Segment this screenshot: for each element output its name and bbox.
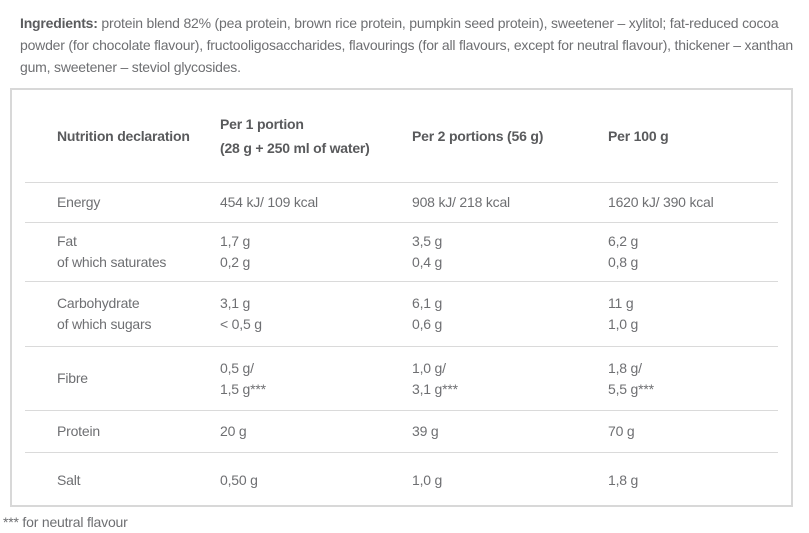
value-per-1-portion: 454 kJ/ 109 kcal — [220, 183, 412, 222]
row-sublabel: of which saturates — [57, 254, 167, 270]
table-row-fibre: Fibre 0,5 g/ 1,5 g*** 1,0 g/ 3,1 g*** 1,… — [25, 347, 778, 411]
value-per-100-g: 1,8 g/ 5,5 g*** — [608, 347, 778, 410]
row-label-cell: Fibre — [25, 347, 220, 410]
value-per-100-g: 70 g — [608, 411, 778, 452]
ingredients-label: Ingredients: — [20, 15, 98, 31]
header-per-100-g: Per 100 g — [608, 90, 778, 182]
value-per-1-portion: 0,50 g — [220, 453, 412, 507]
value: 3,5 g — [412, 233, 443, 249]
table-row-fat: Fat of which saturates 1,7 g 0,2 g 3,5 g… — [25, 223, 778, 282]
nutrition-table-header-row: Nutrition declaration Per 1 portion (28 … — [25, 90, 778, 183]
footnote: *** for neutral flavour — [3, 514, 128, 530]
value: 5,5 g*** — [608, 380, 654, 397]
value: 1620 kJ/ 390 kcal — [608, 194, 714, 210]
value: 20 g — [220, 423, 247, 439]
value-per-100-g: 1620 kJ/ 390 kcal — [608, 183, 778, 222]
header-label: Nutrition declaration — [57, 128, 190, 144]
ingredients-paragraph: Ingredients: protein blend 82% (pea prot… — [20, 12, 795, 78]
value: 1,8 g — [608, 471, 639, 488]
value: < 0,5 g — [220, 316, 262, 332]
value-per-2-portions: 908 kJ/ 218 kcal — [412, 183, 608, 222]
value: 908 kJ/ 218 kcal — [412, 194, 510, 210]
row-label: Fat — [57, 233, 77, 249]
row-label-cell: Salt — [25, 453, 220, 507]
header-label-line2: (28 g + 250 ml of water) — [220, 140, 370, 156]
value: 1,0 g/ — [412, 359, 446, 376]
header-nutrition-declaration: Nutrition declaration — [25, 90, 220, 182]
value-per-2-portions: 6,1 g 0,6 g — [412, 282, 608, 346]
value: 3,1 g*** — [412, 380, 458, 397]
row-label: Fibre — [57, 370, 88, 386]
value: 1,0 g — [412, 471, 443, 488]
value-per-1-portion: 3,1 g < 0,5 g — [220, 282, 412, 346]
header-label: Per 2 portions (56 g) — [412, 128, 544, 144]
value: 454 kJ/ 109 kcal — [220, 194, 318, 210]
header-per-2-portions: Per 2 portions (56 g) — [412, 90, 608, 182]
row-label-cell: Fat of which saturates — [25, 223, 220, 281]
value: 1,5 g*** — [220, 380, 266, 397]
value: 0,8 g — [608, 254, 639, 270]
value: 6,1 g — [412, 295, 443, 311]
row-label-cell: Carbohydrate of which sugars — [25, 282, 220, 346]
value-per-100-g: 6,2 g 0,8 g — [608, 223, 778, 281]
row-label-cell: Energy — [25, 183, 220, 222]
table-row-protein: Protein 20 g 39 g 70 g — [25, 411, 778, 453]
value: 3,1 g — [220, 295, 251, 311]
table-row-energy: Energy 454 kJ/ 109 kcal 908 kJ/ 218 kcal… — [25, 183, 778, 223]
ingredients-text: protein blend 82% (pea protein, brown ri… — [20, 15, 793, 75]
value-per-2-portions: 3,5 g 0,4 g — [412, 223, 608, 281]
value-per-1-portion: 0,5 g/ 1,5 g*** — [220, 347, 412, 410]
value: 70 g — [608, 423, 635, 439]
row-label: Salt — [57, 471, 81, 488]
header-label: Per 100 g — [608, 128, 669, 144]
value: 1,0 g — [608, 316, 639, 332]
value: 0,6 g — [412, 316, 443, 332]
row-label: Energy — [57, 194, 101, 210]
row-label: Protein — [57, 423, 100, 439]
row-sublabel: of which sugars — [57, 316, 152, 332]
table-row-salt: Salt 0,50 g 1,0 g 1,8 g — [25, 453, 778, 507]
value: 0,4 g — [412, 254, 443, 270]
header-per-1-portion: Per 1 portion (28 g + 250 ml of water) — [220, 90, 412, 182]
value: 6,2 g — [608, 233, 639, 249]
product-info-page: Ingredients: protein blend 82% (pea prot… — [0, 12, 809, 533]
value-per-100-g: 11 g 1,0 g — [608, 282, 778, 346]
value-per-100-g: 1,8 g — [608, 453, 778, 507]
row-label: Carbohydrate — [57, 295, 140, 311]
value-per-2-portions: 39 g — [412, 411, 608, 452]
value-per-1-portion: 20 g — [220, 411, 412, 452]
nutrition-table: Nutrition declaration Per 1 portion (28 … — [10, 88, 793, 507]
value: 1,8 g/ — [608, 359, 642, 376]
value: 39 g — [412, 423, 439, 439]
value: 1,7 g — [220, 233, 251, 249]
header-label-line1: Per 1 portion — [220, 116, 304, 132]
value: 0,50 g — [220, 471, 258, 488]
value: 0,2 g — [220, 254, 251, 270]
value: 11 g — [608, 295, 634, 311]
row-label-cell: Protein — [25, 411, 220, 452]
value: 0,5 g/ — [220, 359, 254, 376]
value-per-2-portions: 1,0 g — [412, 453, 608, 507]
value-per-2-portions: 1,0 g/ 3,1 g*** — [412, 347, 608, 410]
table-row-carbohydrate: Carbohydrate of which sugars 3,1 g < 0,5… — [25, 282, 778, 347]
value-per-1-portion: 1,7 g 0,2 g — [220, 223, 412, 281]
